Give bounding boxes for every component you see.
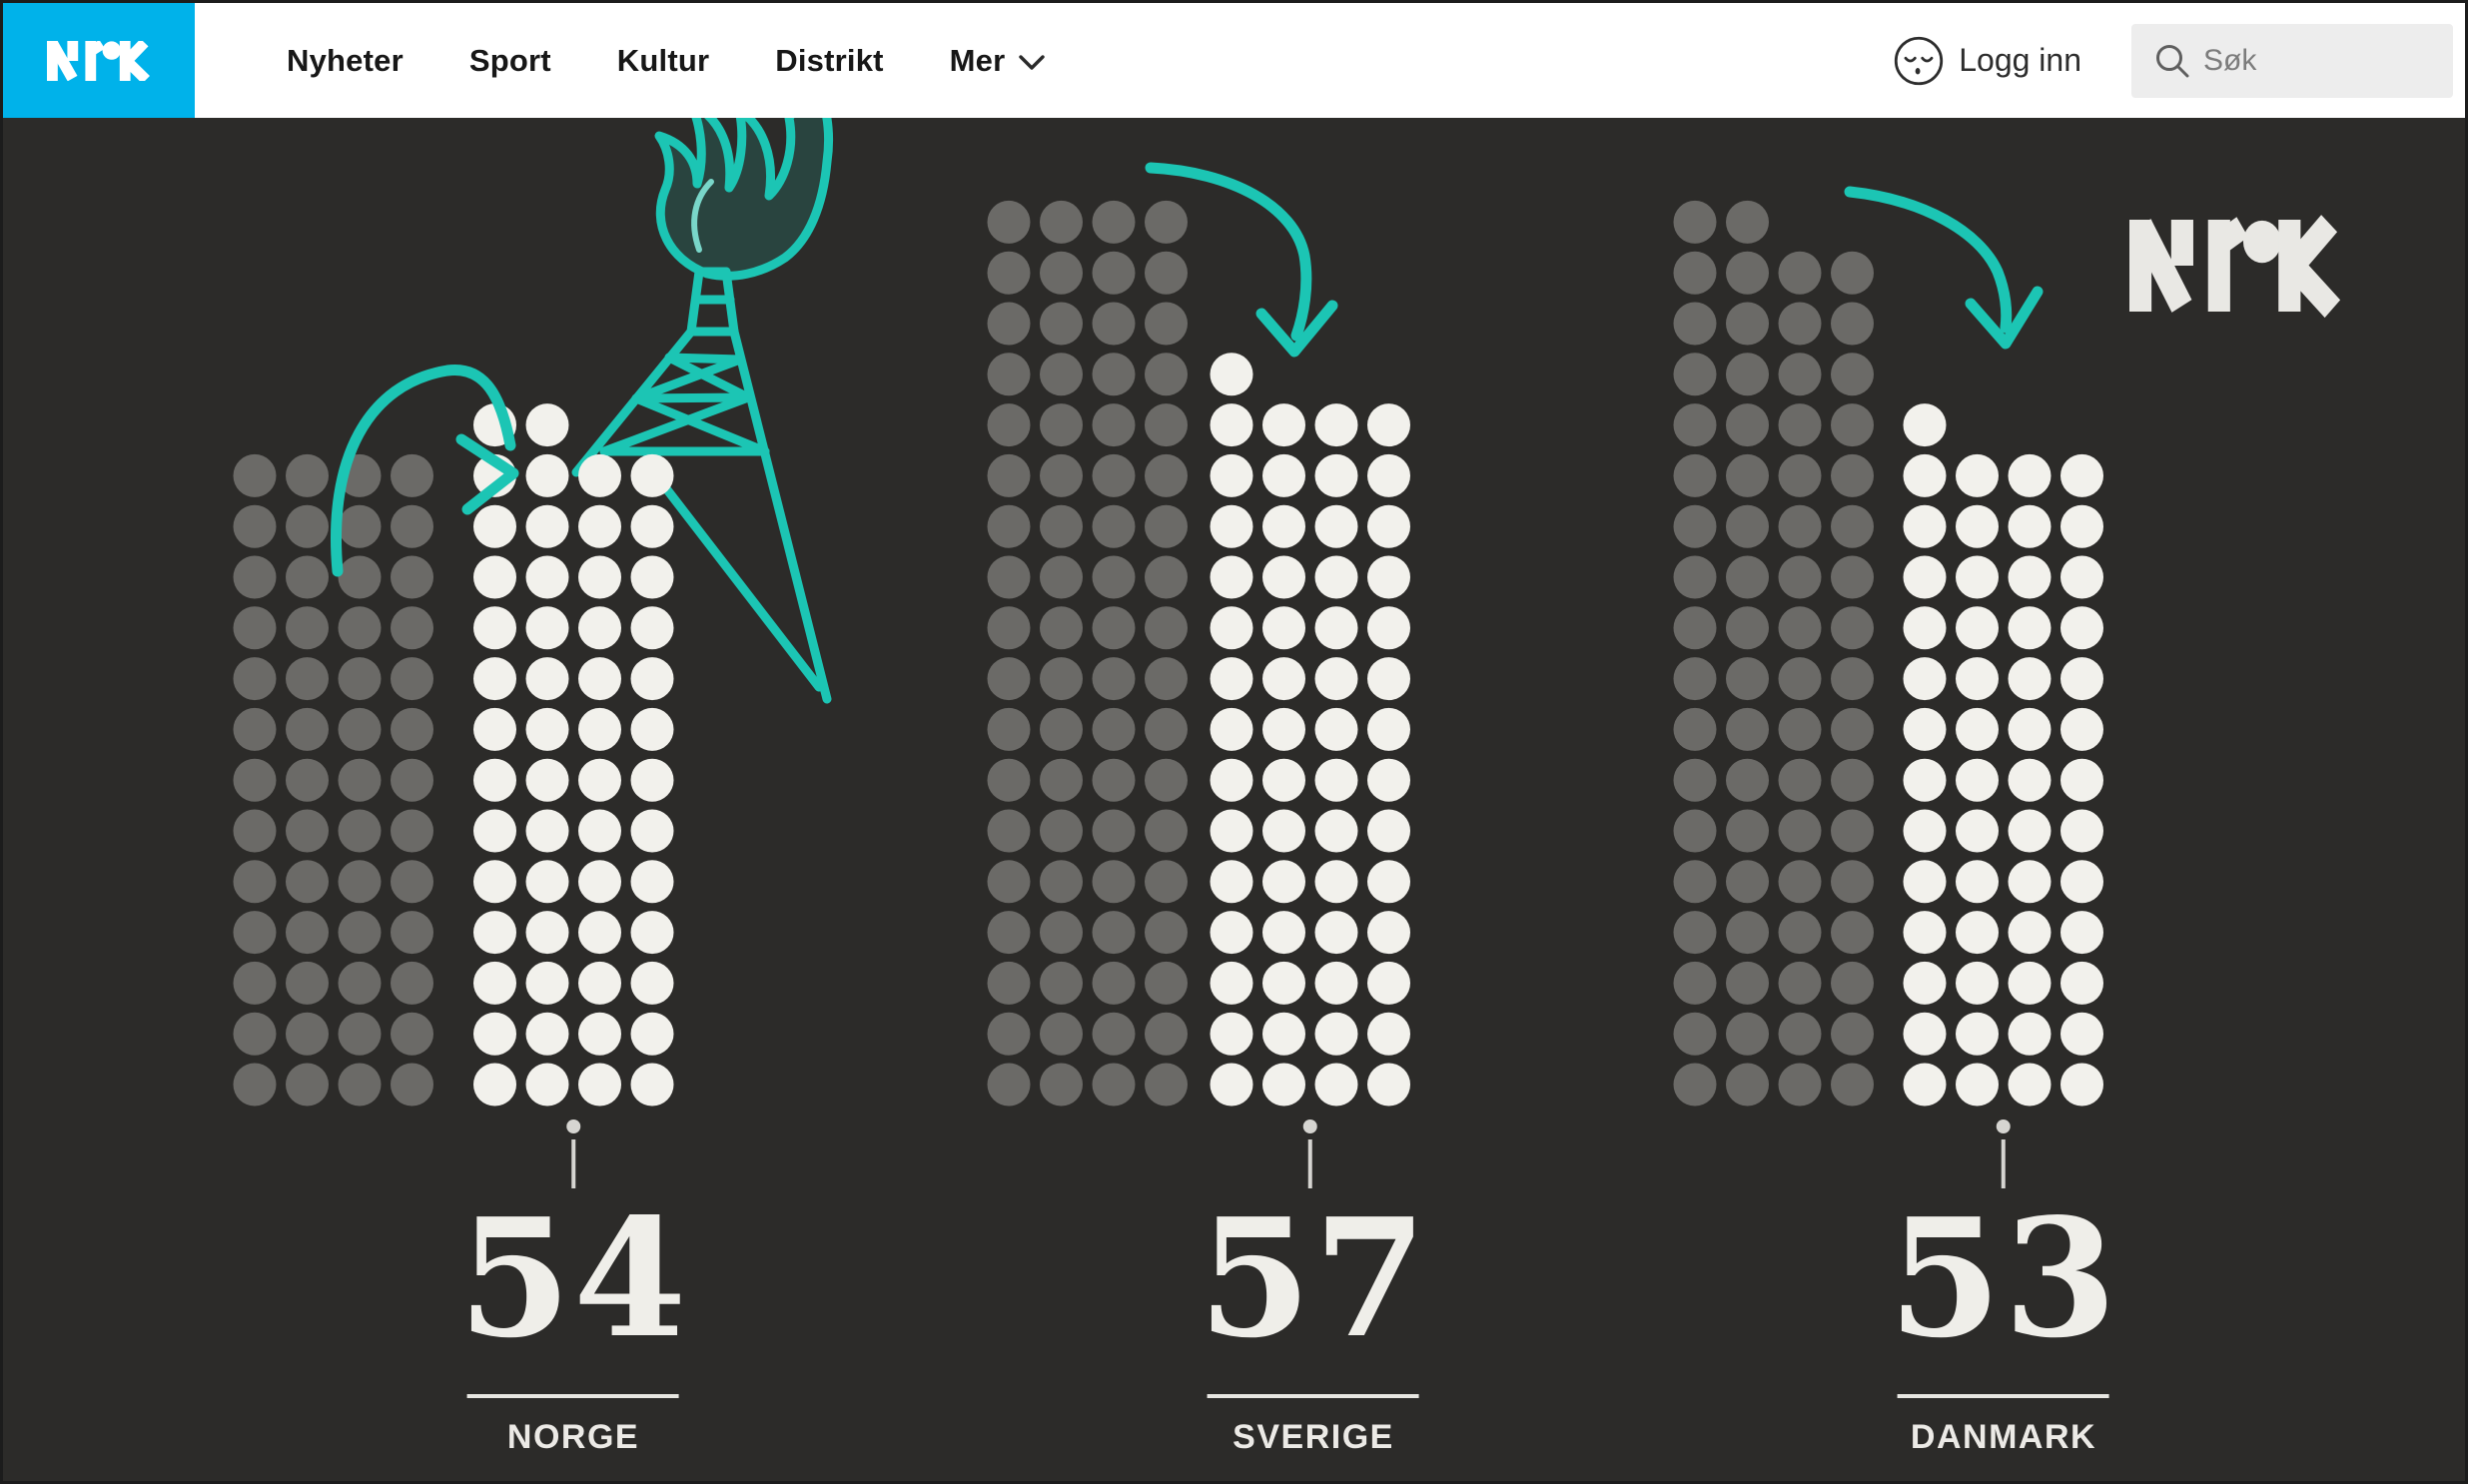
nav-item-distrikt[interactable]: Distrikt	[775, 43, 883, 79]
trend-arrows	[331, 162, 2044, 577]
infographic-stage: 54 NORGE 57 SVERIGE 53 DANMARK	[3, 118, 2465, 1481]
gray-dot-column-sverige	[987, 200, 1188, 1107]
country-value: 54	[457, 1183, 689, 1374]
nav-item-label: Nyheter	[287, 42, 404, 78]
oil-derrick-drawing	[571, 118, 834, 704]
dot-columns	[233, 200, 2103, 1107]
arrow-down-sweden	[1145, 162, 1338, 358]
chevron-down-icon	[1019, 54, 1046, 70]
nav-item-label: Mer	[949, 42, 1006, 78]
label-rule	[1208, 1394, 1419, 1398]
country-block-danmark: 53 DANMARK	[1889, 1197, 2119, 1457]
nav-item-label: Distrikt	[775, 42, 884, 78]
pin-danmark	[1996, 1119, 2011, 1188]
main-nav: Nyheter Sport Kultur Distrikt Mer	[287, 3, 1046, 118]
gray-dot-column-norge	[233, 453, 433, 1107]
login-button[interactable]: Logg inn	[1893, 3, 2081, 118]
country-label: DANMARK	[1910, 1418, 2097, 1456]
country-block-sverige: 57 SVERIGE	[1199, 1197, 1429, 1457]
site-header: Nyheter Sport Kultur Distrikt Mer Logg i…	[3, 3, 2465, 118]
pin-norge	[566, 1119, 581, 1188]
label-rule	[467, 1394, 679, 1398]
white-dot-column-danmark	[1903, 403, 2103, 1107]
nav-item-kultur[interactable]: Kultur	[617, 43, 709, 79]
infographic-canvas	[3, 118, 2465, 1481]
search-box	[2131, 23, 2453, 98]
nav-item-sport[interactable]: Sport	[469, 43, 551, 79]
country-value: 53	[1888, 1183, 2119, 1374]
nrk-logo-icon	[47, 41, 151, 81]
login-label: Logg inn	[1959, 42, 2081, 78]
search-input[interactable]	[2131, 23, 2453, 98]
arrow-down-denmark	[1844, 186, 2044, 350]
white-dot-column-sverige	[1210, 353, 1410, 1107]
pin-sverige	[1302, 1119, 1317, 1188]
arrow-up-norway	[331, 365, 519, 577]
nav-item-nyheter[interactable]: Nyheter	[287, 43, 404, 79]
country-block-norge: 54 NORGE	[458, 1197, 689, 1457]
country-label: NORGE	[506, 1418, 640, 1456]
gray-dot-column-danmark	[1673, 200, 1874, 1107]
nav-item-label: Kultur	[616, 42, 710, 78]
country-value: 57	[1198, 1183, 1429, 1374]
nav-item-label: Sport	[468, 42, 551, 78]
sleepy-face-icon	[1895, 36, 1944, 85]
column-pins	[566, 1119, 2011, 1188]
country-label: SVERIGE	[1233, 1418, 1394, 1456]
header-spacer	[1045, 3, 1893, 118]
nav-item-mer[interactable]: Mer	[950, 43, 1046, 79]
nrk-logo[interactable]	[3, 3, 195, 118]
label-rule	[1898, 1394, 2109, 1398]
